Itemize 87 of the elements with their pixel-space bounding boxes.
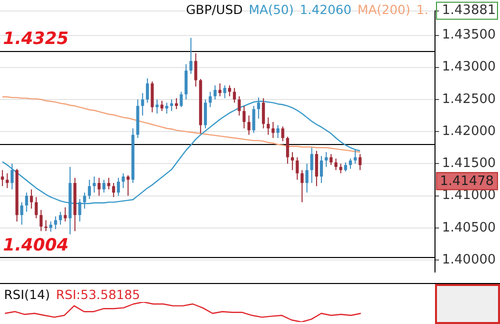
y-tick-label: 1.42000 [442,124,496,139]
candlestick [204,98,207,129]
y-tick-label: 1.43500 [442,28,496,43]
candlestick [320,155,323,184]
candlestick [30,188,33,210]
candlestick [194,52,198,88]
candlestick [126,174,130,196]
candlestick [223,84,226,99]
candlestick [174,98,178,110]
candlestick [156,98,159,114]
candlestick [107,177,110,190]
candlestick [339,163,342,174]
y-tick-label: 1.43881 [442,3,496,18]
candlestick [170,98,174,112]
candlestick [252,105,256,134]
candlestick [88,179,91,200]
y-tick-label: 1.40000 [442,252,496,268]
candlestick [122,172,125,189]
candlestick [305,163,308,194]
candlestick [102,179,106,194]
ref-line-label: 1.4325 [3,29,69,50]
y-tick-label: 1.41500 [442,156,496,172]
candlestick [228,84,232,97]
candlestick [214,84,217,100]
y-tick-label: 1.41000 [442,188,496,204]
candlestick [150,80,154,113]
candlestick [296,156,299,180]
annotation: 1.42060 [300,2,352,17]
candlestick [92,176,96,194]
y-tick-label: 1.40500 [442,220,496,236]
candlestick [34,196,38,219]
candlestick [290,152,294,171]
candlestick [315,150,318,187]
candlestick [184,64,188,100]
candlestick [78,198,82,222]
chart-title: GBP/USD [186,2,243,17]
candlestick [300,170,304,203]
candlestick [262,98,265,129]
candlestick [160,100,164,112]
candlestick [272,121,275,138]
candlestick [64,206,67,222]
y-tick-label: 1.43000 [442,60,496,75]
candlestick [242,105,246,129]
candlestick [232,87,236,104]
ref-line-label: 1.4004 [3,235,69,256]
candlestick [54,216,58,230]
annotation: RSI:53.58185 [56,287,140,302]
candlestick [310,147,314,184]
candlestick [40,209,43,232]
text: MA(50) [248,2,294,17]
candlestick [44,220,48,232]
candlestick [141,92,144,116]
candlestick [10,163,14,190]
candlestick [58,211,62,226]
candlestick [330,154,333,166]
candlestick [286,136,290,164]
candlestick [218,82,222,97]
text: 1.41478 [440,174,494,189]
candlestick [358,154,362,171]
candlestick [98,177,101,196]
candlestick [116,177,120,196]
candlestick [112,182,116,198]
candlestick [208,91,212,108]
candlestick [276,124,280,138]
candlestick [354,149,357,164]
candlestick [180,91,183,108]
y-tick-label: 1.42500 [442,92,496,107]
candlestick [83,192,86,210]
candlestick [165,102,168,114]
candlestick [49,220,52,232]
candlestick [25,192,28,212]
candlestick [247,115,250,136]
candlestick [0,170,4,187]
candlestick [281,126,284,142]
candlestick [238,96,241,116]
candlestick [189,37,192,74]
text: MA(200) [357,2,410,17]
candlestick [324,152,328,168]
candlestick [348,158,352,170]
candlestick [266,116,270,136]
annotation: 1. [416,2,428,17]
candlestick [146,78,149,104]
candlestick [334,158,338,171]
candlestick [20,202,24,226]
chart-title: RSI(14) [4,287,50,302]
candlestick [257,97,260,120]
candlestick [6,172,9,189]
